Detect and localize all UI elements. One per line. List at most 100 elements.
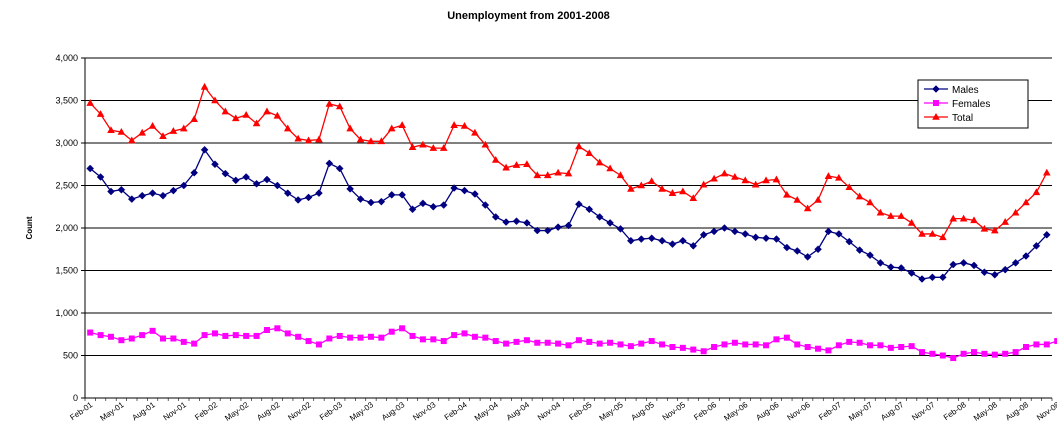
data-point — [814, 245, 822, 254]
data-point — [887, 344, 894, 351]
data-point — [949, 260, 958, 269]
data-point — [419, 336, 426, 343]
data-point — [86, 99, 94, 106]
data-point — [242, 173, 251, 181]
data-point — [367, 198, 375, 207]
data-point — [699, 230, 708, 239]
data-point — [326, 335, 333, 342]
x-tick-label: Aug-06 — [754, 400, 781, 422]
data-point — [721, 341, 728, 348]
data-point — [908, 343, 915, 350]
x-tick-label: Feb-04 — [443, 400, 469, 422]
data-point — [534, 339, 541, 346]
data-point — [980, 268, 989, 277]
data-point — [283, 189, 292, 198]
data-point — [929, 350, 936, 357]
data-point — [783, 190, 791, 198]
x-tick-label: Nov-03 — [411, 400, 438, 422]
x-tick-label: Nov-07 — [910, 400, 937, 422]
data-point — [408, 143, 417, 151]
x-tick-label: May-02 — [223, 400, 250, 423]
data-point — [794, 341, 801, 348]
data-point — [919, 349, 926, 356]
data-point — [377, 197, 386, 206]
data-point — [959, 214, 968, 222]
data-point — [627, 236, 635, 245]
data-point — [907, 218, 916, 226]
data-point — [585, 149, 594, 156]
data-point — [1002, 350, 1009, 357]
data-point — [928, 229, 937, 237]
data-point — [1001, 218, 1010, 225]
data-point — [939, 233, 947, 241]
data-point — [179, 181, 188, 190]
data-point — [502, 218, 510, 226]
data-point — [347, 334, 354, 341]
data-point — [273, 181, 282, 190]
data-point — [263, 327, 270, 333]
data-point — [398, 190, 406, 199]
data-point — [513, 338, 520, 345]
data-point — [315, 341, 322, 348]
data-point — [387, 124, 396, 132]
data-point — [554, 223, 562, 232]
grid-layer — [85, 57, 1052, 356]
data-point — [824, 227, 833, 236]
data-point — [564, 169, 573, 177]
series-line-total — [89, 85, 1048, 239]
series-line-females — [90, 327, 1057, 359]
data-point — [221, 169, 230, 178]
data-point — [970, 216, 978, 224]
data-point — [481, 140, 490, 148]
data-point — [148, 189, 157, 198]
data-point — [898, 344, 905, 350]
data-point — [834, 230, 843, 238]
data-point — [564, 221, 573, 230]
series-line-males — [89, 148, 1048, 280]
data-point — [575, 200, 583, 209]
data-point — [1001, 265, 1010, 274]
data-point — [1032, 241, 1041, 250]
data-point — [731, 339, 738, 346]
data-point — [1022, 252, 1030, 260]
data-point — [907, 269, 916, 277]
data-point — [835, 173, 843, 181]
data-point — [377, 137, 386, 145]
data-point — [1054, 338, 1057, 345]
data-point — [190, 115, 198, 122]
data-point — [523, 160, 531, 168]
data-point — [346, 124, 354, 132]
data-point — [710, 174, 718, 182]
x-tick-label: Aug-07 — [879, 400, 906, 422]
y-tick-label: 4,000 — [55, 53, 78, 63]
data-point — [461, 330, 468, 337]
data-point — [450, 184, 458, 192]
data-point — [595, 158, 604, 166]
data-point — [283, 124, 292, 132]
data-point — [647, 177, 656, 185]
x-tick-label: May-03 — [348, 400, 375, 423]
data-point — [1032, 188, 1041, 196]
data-point — [450, 121, 458, 128]
x-tick-label: Nov-02 — [286, 400, 313, 422]
data-point — [460, 122, 469, 129]
data-point — [398, 121, 406, 128]
data-point — [991, 351, 998, 358]
series-layer — [86, 82, 1057, 362]
x-tick-label: Nov-08 — [1035, 400, 1057, 422]
data-point — [139, 332, 146, 339]
data-point — [918, 229, 926, 237]
data-point — [544, 339, 551, 346]
data-point — [565, 342, 572, 349]
data-point — [128, 335, 135, 342]
legend-entry-males: Males — [952, 85, 979, 96]
x-tick-label: Nov-04 — [536, 400, 563, 422]
data-point — [159, 191, 167, 200]
x-tick-label: May-08 — [972, 400, 999, 423]
data-point — [409, 332, 416, 339]
data-point — [876, 258, 885, 267]
data-point — [668, 240, 677, 249]
data-point — [741, 230, 750, 238]
data-point — [627, 184, 635, 192]
data-point — [252, 179, 261, 188]
